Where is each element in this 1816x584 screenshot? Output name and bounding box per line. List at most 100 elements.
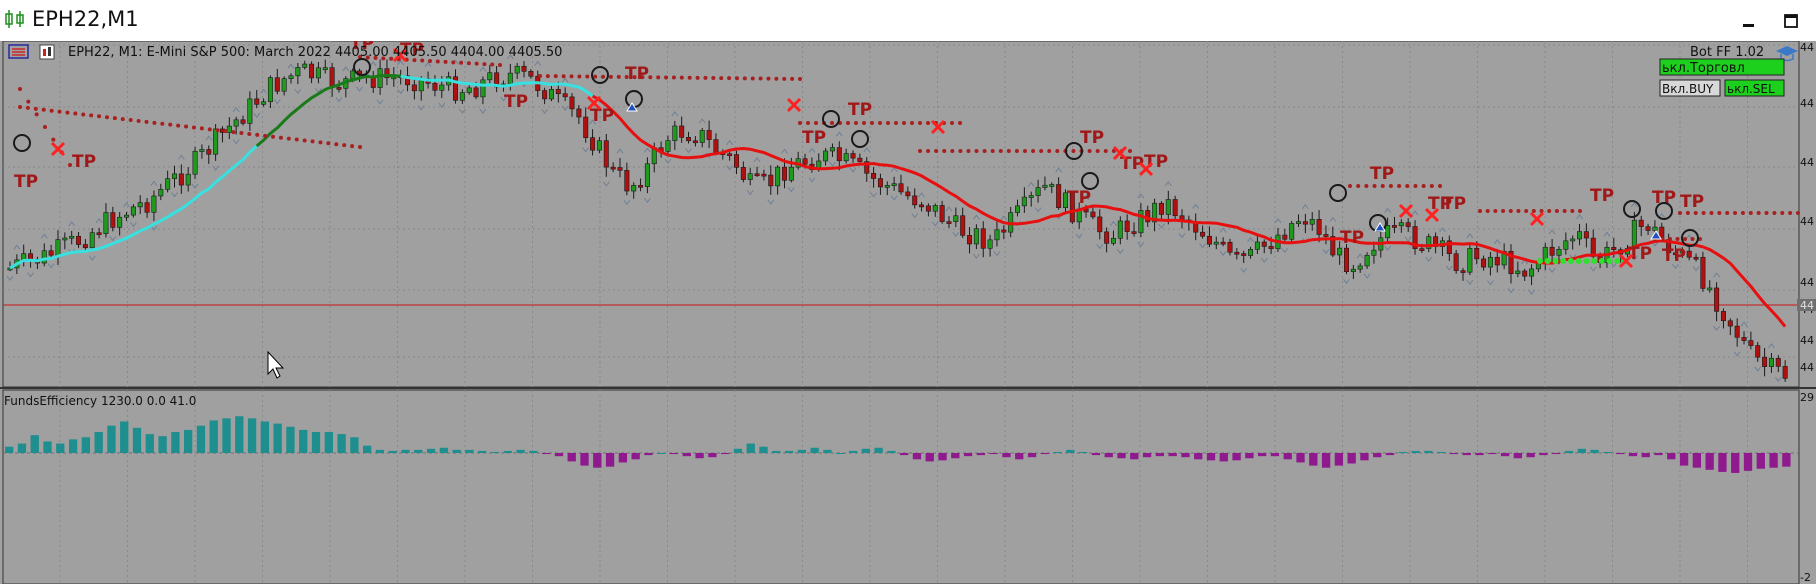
histogram-bar-positive <box>478 450 487 453</box>
maximize-icon[interactable] <box>1775 4 1809 38</box>
tp-level-dot <box>231 130 236 135</box>
tp-level-dot <box>1544 258 1551 264</box>
tp-level-dot <box>616 74 621 79</box>
tp-level-dot <box>184 124 189 129</box>
fractal-arrow-down <box>129 222 137 228</box>
candle-body <box>1734 325 1740 338</box>
fractal-arrow-down <box>726 165 734 171</box>
tp-level-dot <box>302 138 307 143</box>
tp-level-dot <box>1524 209 1529 213</box>
trading-toggle-label: ькл.Торговл <box>1662 61 1745 76</box>
candle-body <box>1316 219 1322 235</box>
chart-type-icon[interactable] <box>39 44 55 60</box>
bot-title: Bot FF 1.02 <box>1690 45 1764 60</box>
candle-body <box>1782 366 1788 379</box>
fractal-arrow-down <box>1219 250 1227 257</box>
tp-level-dot <box>381 56 386 61</box>
histogram-bar-negative <box>1462 453 1471 456</box>
tp-level-dot <box>223 129 228 134</box>
histogram-bar-negative <box>1142 453 1152 458</box>
fractal-arrow-up <box>561 77 569 83</box>
candle-body <box>747 173 753 180</box>
histogram-bar-positive <box>145 434 154 453</box>
tp-marker-label: TP <box>72 152 96 172</box>
tp-marker-label: TP <box>1370 164 1394 184</box>
entry-circle-marker <box>1623 200 1641 218</box>
candle-body <box>377 68 383 88</box>
tp-level-dot <box>18 105 22 109</box>
tp-level-dot <box>350 144 355 149</box>
fractal-arrow-down <box>1425 256 1433 262</box>
candle-body <box>432 83 438 91</box>
candle-body <box>1446 240 1452 255</box>
histogram-bar-negative <box>644 453 653 456</box>
tp-level-dot <box>1023 149 1027 153</box>
histogram-bar-negative <box>1449 453 1459 455</box>
fractal-arrow-down <box>1322 248 1330 255</box>
candle-body <box>877 178 883 188</box>
candle-body <box>274 77 280 92</box>
tp-marker-label: TP <box>1428 194 1452 214</box>
candle-body <box>322 67 328 70</box>
candle-body <box>939 205 945 222</box>
tp-level-dot <box>1780 211 1785 215</box>
tp-level-dot <box>334 142 339 147</box>
fractal-arrow-down <box>1733 351 1741 357</box>
trading-toggle-button[interactable] <box>1659 58 1785 76</box>
histogram-bar-positive <box>1424 450 1433 453</box>
tp-level-dot <box>1380 184 1385 188</box>
fractal-arrow-down <box>88 255 96 261</box>
histogram-bar-positive <box>222 418 231 453</box>
candle-body <box>411 84 417 92</box>
histogram-bar-positive <box>260 421 270 453</box>
fractal-arrow-up <box>945 206 953 212</box>
sell-toggle-button[interactable] <box>1724 79 1785 97</box>
tp-level-dot <box>1578 209 1582 213</box>
candle-body <box>466 87 472 93</box>
buy-toggle-button[interactable] <box>1659 79 1721 97</box>
histogram-bar-negative <box>1641 453 1650 458</box>
histogram-bar-positive <box>1564 450 1574 453</box>
chart-window[interactable]: TP TP TP TP TP TP TP TP TP TP TP TP TP TP TP TP TP TP TP TP… <box>0 41 1816 584</box>
tp-level-dot <box>1701 211 1706 215</box>
tp-level-dot <box>68 163 72 167</box>
fractal-arrow-up <box>315 52 322 58</box>
tp-marker-label: TP <box>1442 194 1466 214</box>
tp-level-dot <box>168 122 173 127</box>
tp-level-dot <box>1478 209 1482 213</box>
fractal-arrow-up <box>1768 343 1775 349</box>
tp-level-dot <box>966 149 971 153</box>
tp-level-dot <box>687 75 692 80</box>
tp-level-dot <box>1788 211 1793 215</box>
fractal-arrow-up <box>1000 215 1008 221</box>
histogram-bar-positive <box>810 447 819 453</box>
fractal-arrow-up <box>424 61 432 67</box>
candle-body <box>309 63 315 79</box>
candle-body <box>1672 252 1678 256</box>
histogram-bar-positive <box>17 443 27 453</box>
candle-body <box>1364 254 1370 267</box>
candle-body <box>583 116 589 138</box>
tp-level-dot <box>703 75 708 80</box>
fractal-arrow-down <box>890 195 898 201</box>
minimize-icon[interactable] <box>1732 4 1766 38</box>
candle-body <box>788 166 794 181</box>
candle-body <box>213 128 219 155</box>
tp-marker-label: TP <box>1120 154 1144 174</box>
tp-level-dot <box>1678 211 1682 215</box>
tp-level-dot <box>1583 258 1590 264</box>
fractal-arrow-down <box>1240 267 1248 273</box>
histogram-bar-negative <box>938 453 947 461</box>
candle-body <box>699 130 705 143</box>
candle-body <box>192 150 198 175</box>
menu-list-icon[interactable] <box>8 44 29 59</box>
fractal-arrow-down <box>1466 279 1474 285</box>
tp-marker-label: TP <box>802 128 826 148</box>
fractal-arrow-down <box>458 108 466 114</box>
entry-circle-marker <box>13 134 31 152</box>
tp-level-dot <box>1598 258 1605 264</box>
indicator-panel[interactable]: FundsEfficiency 1230.0 0.0 41.0 29 -2 <box>2 389 1814 584</box>
window-titlebar: EPH22,M1 <box>0 0 1816 40</box>
